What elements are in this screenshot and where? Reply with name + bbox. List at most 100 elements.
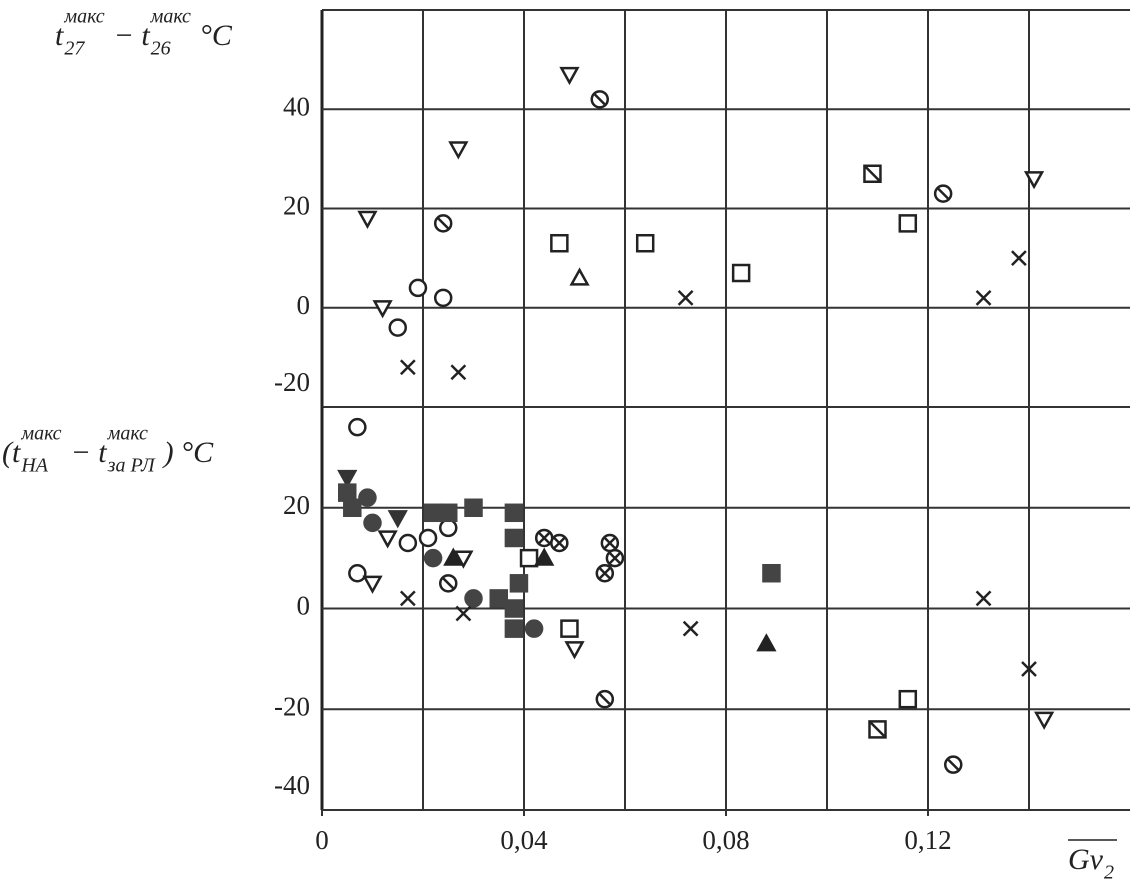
marker-shape	[569, 267, 590, 286]
marker-shape	[1023, 171, 1045, 190]
point	[1034, 711, 1055, 730]
point	[682, 620, 699, 637]
x-tick-label: 0,04	[500, 825, 548, 855]
point	[595, 563, 615, 583]
marker-shape	[553, 537, 566, 549]
marker-shape	[442, 577, 455, 590]
point	[398, 533, 418, 553]
point	[898, 689, 918, 709]
marker-shape	[598, 567, 611, 580]
point	[489, 589, 508, 608]
point	[443, 547, 464, 566]
y-tick-label: -20	[274, 367, 310, 397]
point	[399, 590, 416, 607]
point	[450, 364, 467, 381]
point	[408, 278, 428, 298]
y-tick-label: 0	[297, 290, 311, 320]
marker-shape	[338, 483, 357, 502]
point	[348, 563, 367, 583]
marker-shape	[450, 364, 467, 381]
point	[338, 483, 357, 502]
point	[975, 289, 992, 306]
marker-shape	[598, 693, 611, 706]
axis-label: °C	[200, 19, 233, 52]
marker-shape	[975, 590, 992, 607]
point	[455, 605, 472, 622]
marker-shape	[550, 233, 569, 253]
marker-shape	[609, 552, 621, 565]
marker-shape	[348, 417, 367, 437]
marker-shape	[388, 318, 407, 337]
point	[559, 66, 580, 86]
point	[731, 263, 751, 283]
marker-shape	[762, 563, 781, 583]
marker-shape	[504, 528, 524, 548]
marker-shape	[756, 633, 777, 652]
marker-shape	[559, 66, 580, 86]
y-tick-label: -40	[274, 770, 310, 800]
axis-label: t	[55, 19, 64, 52]
axis-label: − t	[114, 19, 151, 52]
marker-shape	[937, 187, 950, 200]
point	[504, 503, 524, 523]
marker-shape	[504, 503, 524, 523]
y-tick-label: 20	[283, 191, 310, 221]
marker-shape	[1011, 250, 1027, 267]
marker-shape	[534, 547, 555, 566]
point	[504, 619, 524, 638]
point	[898, 214, 918, 233]
point	[423, 548, 443, 568]
point	[343, 498, 362, 517]
point	[534, 547, 555, 566]
marker-shape	[560, 619, 579, 638]
point	[1023, 171, 1045, 190]
marker-shape	[357, 210, 378, 229]
point	[756, 633, 777, 652]
axis-label-sub: 2	[1104, 862, 1114, 883]
marker-shape	[603, 537, 616, 549]
point	[944, 755, 963, 774]
axis-label: Gv	[1068, 843, 1104, 876]
point	[504, 599, 524, 618]
marker-shape	[509, 574, 529, 593]
marker-shape	[593, 93, 606, 106]
point	[975, 590, 992, 607]
marker-shape	[408, 278, 428, 298]
point	[358, 488, 377, 507]
axis-label-sub: за РЛ	[107, 455, 156, 477]
marker-shape	[464, 498, 483, 517]
axis-label-sup: макс	[63, 6, 104, 28]
axis-label-sup: макс	[107, 423, 148, 445]
marker-shape	[372, 300, 393, 319]
point	[423, 503, 443, 523]
point	[595, 689, 615, 709]
axis-label-sub: 27	[64, 38, 85, 60]
marker-shape	[1034, 711, 1055, 730]
point	[388, 318, 407, 337]
point	[433, 288, 453, 308]
x-tick-label: 0,12	[904, 825, 951, 855]
point	[464, 589, 483, 608]
marker-shape	[538, 532, 551, 544]
marker-shape	[898, 214, 918, 233]
marker-shape	[564, 641, 585, 660]
marker-shape	[504, 619, 524, 638]
marker-shape	[423, 503, 443, 523]
marker-shape	[448, 141, 469, 160]
marker-shape	[399, 590, 416, 607]
point	[418, 528, 438, 548]
marker-shape	[423, 548, 443, 568]
point	[550, 233, 569, 253]
point	[357, 210, 378, 229]
point	[590, 90, 609, 109]
axis-label-sup: макс	[150, 6, 191, 28]
marker-shape	[635, 233, 655, 253]
point	[439, 518, 458, 538]
marker-shape	[504, 599, 524, 618]
point	[569, 267, 590, 286]
point	[337, 469, 358, 489]
marker-shape	[682, 620, 699, 637]
marker-shape	[731, 263, 751, 283]
point	[635, 233, 655, 253]
axis-label: (t	[2, 436, 21, 469]
